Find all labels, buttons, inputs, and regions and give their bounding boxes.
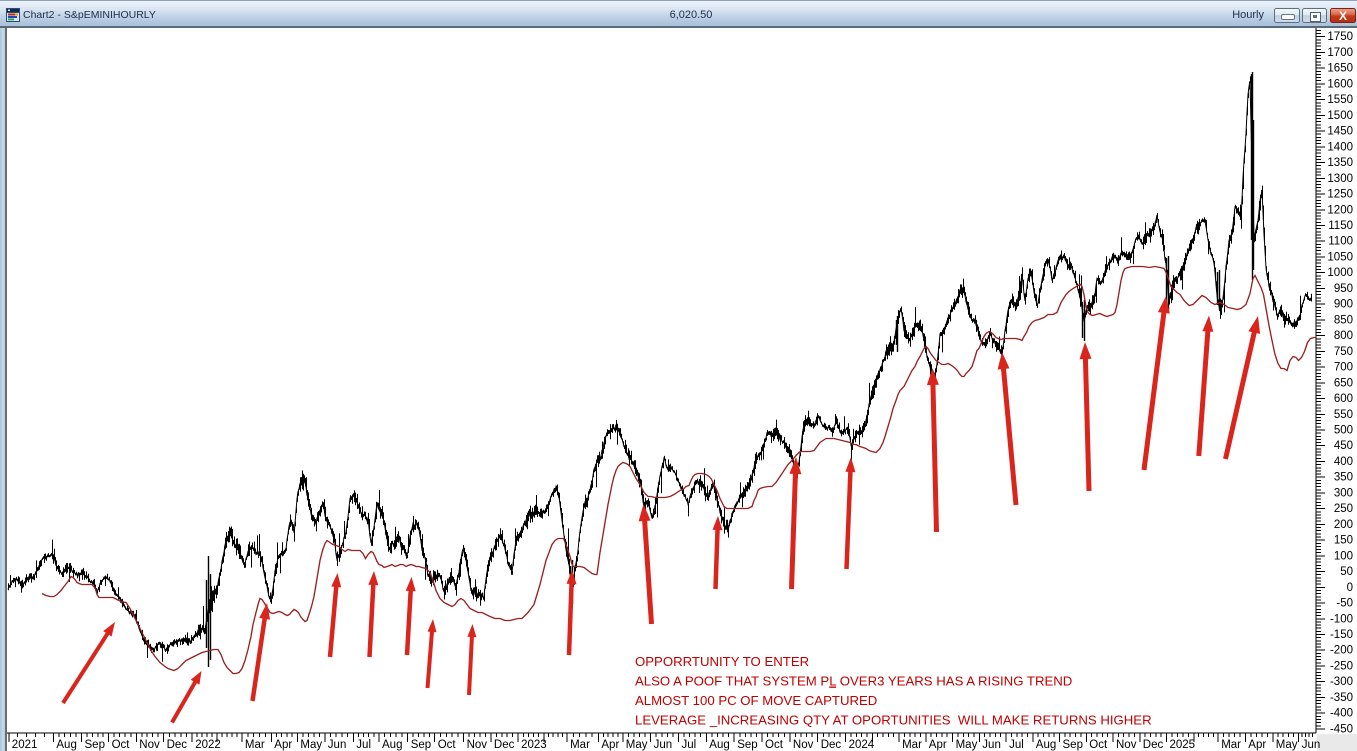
svg-text:ALSO A POOF THAT SYSTEM PL OVE: ALSO A POOF THAT SYSTEM PL OVER3 YEARS H… [635, 674, 1072, 689]
svg-text:Sep: Sep [737, 739, 757, 751]
svg-text:1750: 1750 [1327, 31, 1353, 43]
svg-text:Dec: Dec [494, 739, 515, 751]
svg-text:Sep: Sep [85, 739, 105, 751]
svg-text:Oct: Oct [112, 739, 131, 751]
svg-text:Mar: Mar [570, 739, 590, 751]
svg-text:-100: -100 [1330, 613, 1353, 625]
svg-text:-150: -150 [1330, 629, 1353, 641]
svg-text:Nov: Nov [139, 739, 160, 751]
svg-text:1250: 1250 [1327, 189, 1353, 201]
svg-text:Aug: Aug [56, 739, 76, 751]
svg-text:Nov: Nov [793, 739, 814, 751]
svg-text:Mar: Mar [1221, 739, 1241, 751]
svg-text:OPPORRTUNITY TO ENTER: OPPORRTUNITY TO ENTER [635, 654, 809, 669]
svg-text:1000: 1000 [1327, 267, 1353, 279]
svg-text:-250: -250 [1330, 661, 1353, 673]
svg-text:850: 850 [1334, 314, 1353, 326]
svg-text:1350: 1350 [1327, 157, 1353, 169]
svg-text:Apr: Apr [274, 739, 292, 751]
svg-text:650: 650 [1334, 377, 1353, 389]
svg-text:Aug: Aug [382, 739, 402, 751]
svg-text:-350: -350 [1330, 692, 1353, 704]
svg-text:Aug: Aug [709, 739, 729, 751]
svg-text:May: May [956, 739, 978, 751]
svg-text:1450: 1450 [1327, 126, 1353, 138]
svg-text:Nov: Nov [1116, 739, 1137, 751]
svg-text:2022: 2022 [195, 739, 221, 751]
svg-text:Nov: Nov [467, 739, 488, 751]
svg-text:Jun: Jun [328, 739, 347, 751]
svg-text:1200: 1200 [1327, 204, 1353, 216]
svg-text:Apr: Apr [601, 739, 619, 751]
svg-text:Sep: Sep [1063, 739, 1083, 751]
svg-text:1150: 1150 [1328, 220, 1353, 232]
svg-text:1100: 1100 [1328, 236, 1353, 248]
svg-text:Oct: Oct [1089, 739, 1108, 751]
svg-text:950: 950 [1334, 283, 1353, 295]
svg-text:800: 800 [1334, 330, 1353, 342]
svg-text:Dec: Dec [167, 739, 188, 751]
svg-text:750: 750 [1334, 346, 1353, 358]
svg-text:1500: 1500 [1327, 110, 1353, 122]
svg-text:1300: 1300 [1327, 173, 1353, 185]
svg-text:50: 50 [1340, 566, 1353, 578]
svg-text:Apr: Apr [929, 739, 947, 751]
svg-text:2021: 2021 [12, 739, 38, 751]
svg-text:-450: -450 [1330, 723, 1353, 735]
svg-text:2025: 2025 [1170, 739, 1196, 751]
svg-text:1650: 1650 [1327, 63, 1353, 75]
svg-text:400: 400 [1334, 456, 1353, 468]
svg-text:700: 700 [1334, 362, 1353, 374]
svg-text:2024: 2024 [849, 739, 875, 751]
svg-text:1600: 1600 [1327, 78, 1353, 90]
svg-text:Jun: Jun [982, 739, 1001, 751]
svg-text:200: 200 [1334, 519, 1353, 531]
svg-text:150: 150 [1334, 535, 1353, 547]
svg-text:100: 100 [1334, 550, 1353, 562]
svg-text:LEVERAGE _INCREASING QTY AT OP: LEVERAGE _INCREASING QTY AT OPORTUNITIES… [635, 713, 1152, 728]
svg-text:1050: 1050 [1327, 251, 1353, 263]
svg-text:Oct: Oct [765, 739, 784, 751]
svg-text:Aug: Aug [1036, 739, 1056, 751]
svg-text:1400: 1400 [1327, 141, 1353, 153]
svg-text:Sep: Sep [411, 739, 431, 751]
svg-text:250: 250 [1334, 503, 1353, 515]
svg-text:Jun: Jun [1302, 739, 1321, 751]
svg-text:Jul: Jul [682, 739, 697, 751]
svg-text:-300: -300 [1330, 676, 1353, 688]
svg-text:-400: -400 [1330, 708, 1353, 720]
svg-text:Jul: Jul [1009, 739, 1024, 751]
svg-text:1550: 1550 [1327, 94, 1353, 106]
svg-text:Dec: Dec [1143, 739, 1164, 751]
svg-text:ALMOST 100 PC OF MOVE CAPTURED: ALMOST 100 PC OF MOVE CAPTURED [635, 693, 877, 708]
svg-text:2023: 2023 [521, 739, 547, 751]
svg-text:0: 0 [1347, 582, 1353, 594]
svg-text:Apr: Apr [1248, 739, 1266, 751]
svg-text:500: 500 [1334, 425, 1353, 437]
svg-text:550: 550 [1334, 409, 1353, 421]
svg-text:Jun: Jun [654, 739, 673, 751]
svg-text:1700: 1700 [1327, 47, 1353, 59]
svg-text:600: 600 [1334, 393, 1353, 405]
svg-text:May: May [300, 739, 322, 751]
svg-text:Oct: Oct [438, 739, 457, 751]
svg-text:-200: -200 [1330, 645, 1353, 657]
svg-text:May: May [1276, 739, 1298, 751]
svg-text:Jul: Jul [356, 739, 371, 751]
svg-text:Mar: Mar [245, 739, 265, 751]
svg-text:450: 450 [1334, 440, 1353, 452]
svg-text:900: 900 [1334, 299, 1353, 311]
svg-text:Dec: Dec [821, 739, 842, 751]
svg-text:350: 350 [1334, 472, 1353, 484]
svg-text:300: 300 [1334, 487, 1353, 499]
svg-text:Mar: Mar [902, 739, 922, 751]
svg-text:-50: -50 [1336, 598, 1353, 610]
svg-text:May: May [626, 739, 648, 751]
